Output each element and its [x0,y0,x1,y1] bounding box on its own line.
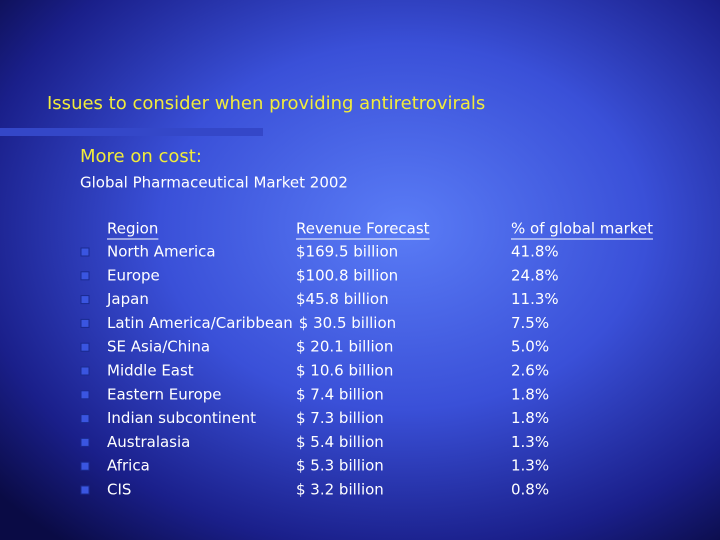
table-cell: $100.8 billion [296,266,398,284]
table-cell: Eastern Europe [107,385,222,403]
table-cell: $ 30.5 billion [299,314,396,332]
table-cell: North America [107,243,216,261]
table-cell: $ 5.3 billion [296,457,384,475]
bullet [80,295,90,305]
bullet [80,342,90,352]
header-cell: Revenue Forecast [296,220,430,238]
bullet [80,461,90,471]
bullet [80,414,90,424]
bullet [80,318,90,328]
subtitle: Global Pharmaceutical Market 2002 [80,174,348,192]
table-cell: Latin America/Caribbean [107,314,293,332]
table-cell: Middle East [107,362,194,380]
table-cell: $ 7.4 billion [296,385,384,403]
heading: More on cost: [80,146,202,167]
table-cell: Japan [106,290,149,308]
table-cell: Africa [107,457,150,475]
bullet [80,247,90,257]
table-cell: 1.8% [511,409,549,427]
table-cell: $ 10.6 billion [296,362,393,380]
header-cell: % of global market [511,220,653,238]
table-cell: 0.8% [511,481,549,499]
title-bar [0,128,263,136]
table-cell: 1.8% [511,385,549,403]
bullet [80,366,90,376]
table-cell: 1.3% [511,433,549,451]
table-cell: Europe [107,266,160,284]
table-cell: 2.6% [511,362,549,380]
table-cell: $ 3.2 billion [296,481,384,499]
table-cell: $169.5 billion [296,243,398,261]
header-cell: Region [107,220,158,238]
table-cell: 24.8% [511,266,559,284]
table-cell: 11.3% [511,290,559,308]
table-cell: 41.8% [511,243,559,261]
table-cell: Australasia [107,433,190,451]
table-cell: CIS [107,481,131,499]
table-cell: $ 5.4 billion [296,433,384,451]
bullet [80,485,90,495]
table: Region Revenue Forecast % of global market… [80,220,653,499]
table-cell: $ 7.3 billion [296,409,384,427]
bullet [80,437,90,447]
table-cell: SE Asia/China [107,338,210,356]
bullet [80,271,90,281]
table-cell: $ 20.1 billion [296,338,393,356]
table-cell: Indian subcontinent [107,409,256,427]
table-cell: 7.5% [511,314,549,332]
bullet [80,390,90,400]
table-cell: $45.8 billion [296,290,389,308]
table-cell: 1.3% [511,457,549,475]
table-cell: 5.0% [511,338,549,356]
slide-title: Issues to consider when providing antire… [47,93,485,114]
